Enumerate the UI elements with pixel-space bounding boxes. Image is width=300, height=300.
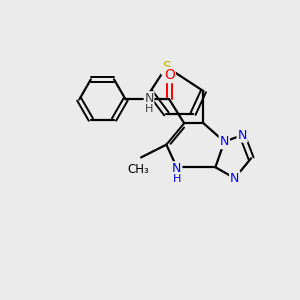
Text: N: N [220,135,229,148]
Text: O: O [164,68,175,82]
Text: CH₃: CH₃ [128,163,150,176]
Text: N: N [238,129,247,142]
Text: H: H [145,104,153,114]
Text: N: N [172,162,182,175]
Text: S: S [162,60,171,74]
Text: N: N [230,172,239,185]
Text: H: H [173,173,182,184]
Text: N: N [144,92,154,105]
